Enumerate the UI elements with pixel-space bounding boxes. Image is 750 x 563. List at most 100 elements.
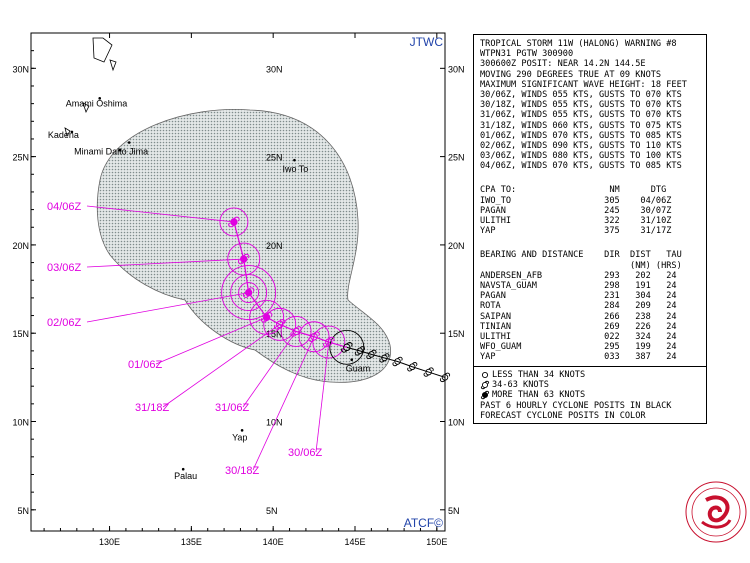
- place-label: Kadena: [48, 130, 79, 140]
- forecast-leader-line: [315, 341, 330, 453]
- place-marker: [98, 97, 102, 100]
- bearing-row: ROTA 284 209 24: [480, 301, 677, 312]
- bearing-row: ANDERSEN_AFB 293 202 24: [480, 270, 677, 281]
- warning-line: 03/06Z, WINDS 080 KTS, GUSTS TO 100 KTS: [480, 151, 682, 162]
- current-wind-radius: [329, 329, 365, 365]
- lat-label-right: 25N: [448, 153, 465, 163]
- past-posit-symbol: [392, 356, 403, 367]
- atcf-label: ATCF©: [404, 516, 443, 530]
- forecast-time-label: 04/06Z: [47, 201, 82, 213]
- cpa-row: IWO_TO 305 04/06Z: [480, 195, 672, 206]
- cpa-table: CPA TO: NM DTG IWO_TO 305 04/06Z PAGAN 24…: [474, 181, 706, 236]
- warning-text: TROPICAL STORM 11W (HALONG) WARNING #8 WT…: [474, 35, 706, 171]
- bearing-row: YAP 033 387 24: [480, 352, 677, 363]
- forecast-time-label: 30/18Z: [225, 465, 260, 477]
- warning-panel: TROPICAL STORM 11W (HALONG) WARNING #8 WT…: [473, 34, 707, 367]
- bearing-row: PAGAN 231 304 24: [480, 291, 677, 302]
- warning-line: 30/18Z, WINDS 055 KTS, GUSTS TO 070 KTS: [480, 100, 682, 111]
- forecast-time-label: 01/06Z: [128, 359, 163, 371]
- lon-label: 150E: [426, 537, 447, 547]
- lat-label-right: 15N: [448, 329, 465, 339]
- wind-radius-circle: [312, 325, 346, 359]
- lat-label-right: 5N: [448, 506, 460, 516]
- place-marker: [240, 429, 244, 432]
- warning-line: MAXIMUM SIGNIFICANT WAVE HEIGHT: 18 FEET: [480, 79, 687, 90]
- lon-label: 130E: [99, 537, 120, 547]
- forecast-posit-symbol: [308, 331, 320, 342]
- legend-item: MORE THAN 63 KNOTS: [480, 390, 706, 400]
- lon-label: 135E: [181, 537, 202, 547]
- lat-label-mid: 15N: [266, 329, 283, 339]
- cpa-row: PAGAN 245 30/07Z: [480, 205, 672, 216]
- open-cyclone-icon: [480, 380, 490, 390]
- warning-line: MOVING 290 DEGREES TRUE AT 09 KNOTS: [480, 69, 662, 80]
- place-labels: Amami Oshima Kadena Minami Daito Jima Iwo T…: [48, 97, 370, 481]
- amami-coast: [82, 102, 90, 114]
- daito-island: [118, 148, 122, 152]
- wind-radius-circle: [280, 315, 312, 347]
- bearing-row: SAIPAN 266 238 24: [480, 311, 677, 322]
- warning-line: 01/06Z, WINDS 070 KTS, GUSTS TO 085 KTS: [480, 130, 682, 141]
- bearing-table: BEARING AND DISTANCE DIR DIST TAU (NM) (…: [474, 246, 706, 362]
- place-label: Palau: [174, 471, 197, 481]
- place-label: Yap: [232, 432, 247, 442]
- place-label: Iwo To: [282, 164, 308, 174]
- kyushu-coast: [92, 37, 113, 63]
- warning-line: TROPICAL STORM 11W (HALONG) WARNING #8: [480, 39, 677, 49]
- wind-radius-circle: [219, 207, 249, 237]
- jtwc-label: JTWC: [410, 35, 444, 49]
- wind-radius-circle: [263, 307, 297, 341]
- wind-radius-circle: [227, 242, 261, 276]
- warning-line: 04/06Z, WINDS 070 KTS, GUSTS TO 085 KTS: [480, 161, 682, 172]
- place-label: Minami Daito Jima: [74, 146, 148, 156]
- wind-radius-circle: [249, 299, 285, 335]
- danger-area: [96, 108, 392, 383]
- bearing-header: BEARING AND DISTANCE DIR DIST TAU: [480, 250, 682, 261]
- wind-radius-circle: [298, 321, 330, 353]
- forecast-leader-line: [155, 316, 267, 365]
- coordinate-labels: 30N 30N 30N 25N 25N 25N 20N 20N 20N 15N 15N 15N 10N 1…: [12, 64, 464, 547]
- lat-label-left: 10N: [12, 418, 29, 428]
- lat-label-right: 30N: [448, 64, 465, 74]
- forecast-posit-symbol: [290, 326, 302, 337]
- small-circle-icon: [480, 370, 490, 380]
- jtwc-seal-logo: [685, 481, 747, 543]
- forecast-labels: 30/06Z 30/18Z 31/06Z 31/18Z 01/06Z 02/06Z 03/0…: [47, 201, 330, 477]
- forecast-posit-symbol: [273, 319, 286, 330]
- lat-label-mid: 25N: [266, 153, 283, 163]
- warning-line: 02/06Z, WINDS 090 KTS, GUSTS TO 110 KTS: [480, 140, 682, 151]
- lon-label: 145E: [344, 537, 365, 547]
- legend-item: 34-63 KNOTS: [480, 380, 706, 390]
- forecast-time-label: 30/06Z: [288, 447, 323, 459]
- legend-panel: LESS THAN 34 KNOTS 34-63 KNOTS MORE THAN 6…: [473, 366, 707, 424]
- lat-label-left: 30N: [12, 64, 29, 74]
- legend-note: PAST 6 HOURLY CYCLONE POSITS IN BLACK: [480, 400, 672, 411]
- wind-radius-circle: [238, 282, 260, 304]
- lat-label-mid: 30N: [266, 64, 283, 74]
- place-marker: [127, 141, 131, 144]
- forecast-time-label: 02/06Z: [47, 317, 82, 329]
- place-marker: [293, 158, 296, 162]
- lat-label-left: 25N: [12, 153, 29, 163]
- warning-line: 31/06Z, WINDS 055 KTS, GUSTS TO 070 KTS: [480, 110, 682, 121]
- forecast-time-label: 31/06Z: [215, 402, 250, 414]
- cpa-row: ULITHI 322 31/10Z: [480, 216, 672, 226]
- place-label: Amami Oshima: [66, 98, 128, 108]
- lat-label-mid: 5N: [266, 506, 278, 516]
- cpa-header: CPA TO: NM DTG: [480, 185, 667, 196]
- lat-label-right: 20N: [448, 241, 465, 251]
- place-marker: [181, 467, 185, 471]
- bearing-header-units: (NM) (HRS): [480, 260, 682, 271]
- lat-label-right: 10N: [448, 418, 465, 428]
- bearing-row: WFO_GUAM 295 199 24: [480, 342, 677, 353]
- lon-label: 140E: [263, 537, 284, 547]
- lat-label-left: 5N: [17, 506, 29, 516]
- place-marker: [70, 130, 74, 134]
- warning-line: 300600Z POSIT: NEAR 14.2N 144.5E: [480, 59, 646, 70]
- bearing-row: TINIAN 269 226 24: [480, 321, 677, 332]
- cpa-row: YAP 375 31/17Z: [480, 226, 672, 237]
- warning-line: WTPN31 PGTW 300900: [480, 49, 574, 60]
- place-marker: [350, 358, 354, 362]
- forecast-leader-line: [86, 258, 244, 268]
- bearing-row: ULITHI 022 324 24: [480, 331, 677, 342]
